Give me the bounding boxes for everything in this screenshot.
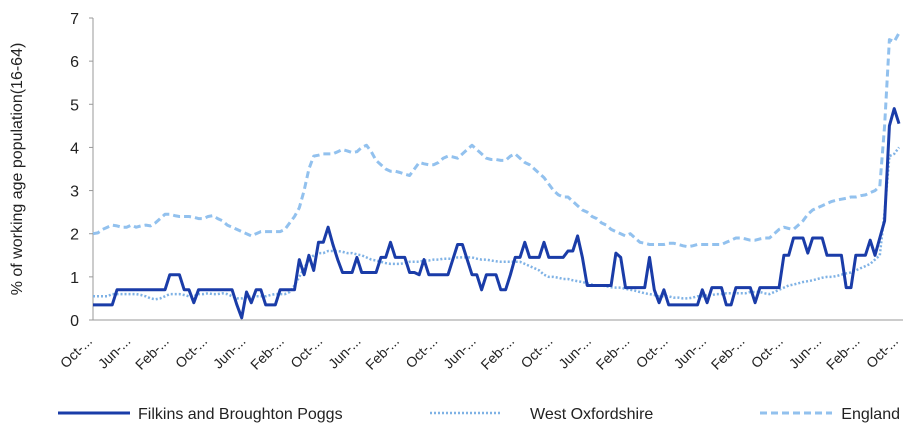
x-tick-label: Oct-... [748, 333, 786, 371]
legend-label: England [841, 406, 900, 423]
legend-label: West Oxfordshire [530, 406, 653, 423]
series-line [93, 146, 901, 301]
y-tick-label: 4 [70, 140, 79, 157]
y-tick-label: 3 [70, 184, 79, 201]
y-tick-label: 2 [70, 227, 79, 244]
x-tick-label: Feb-... [247, 333, 287, 373]
x-tick-label: Oct-... [517, 333, 555, 371]
x-tick-label: Jun-... [786, 333, 825, 372]
series-line [93, 107, 901, 320]
x-tick-label: Jun-... [325, 333, 364, 372]
x-tick-label: Oct-... [172, 333, 210, 371]
y-axis-label: % of working age population(16-64) [9, 43, 26, 296]
x-tick-label: Feb-... [132, 333, 172, 373]
x-tick-label: Oct-... [863, 333, 901, 371]
x-tick-label: Oct-... [633, 333, 671, 371]
x-tick-label: Jun-... [210, 333, 249, 372]
x-tick-label: Oct-... [287, 333, 325, 371]
x-tick-label: Oct-... [57, 333, 95, 371]
y-tick-label: 5 [70, 97, 79, 114]
x-tick-label: Oct-... [402, 333, 440, 371]
x-tick-label: Feb-... [593, 333, 633, 373]
series-line [92, 32, 901, 249]
x-tick-label: Jun-... [670, 333, 709, 372]
x-tick-label: Feb-... [708, 333, 748, 373]
x-tick-label: Jun-... [440, 333, 479, 372]
x-tick-label: Feb-... [823, 333, 863, 373]
y-tick-label: 0 [70, 313, 79, 330]
y-tick-label: 1 [70, 270, 79, 287]
legend-label: Filkins and Broughton Poggs [138, 406, 343, 423]
x-tick-label: Jun-... [95, 333, 134, 372]
y-tick-label: 7 [70, 11, 79, 28]
x-tick-label: Jun-... [555, 333, 594, 372]
x-tick-label: Feb-... [477, 333, 517, 373]
x-tick-label: Feb-... [362, 333, 402, 373]
y-tick-label: 6 [70, 54, 79, 71]
